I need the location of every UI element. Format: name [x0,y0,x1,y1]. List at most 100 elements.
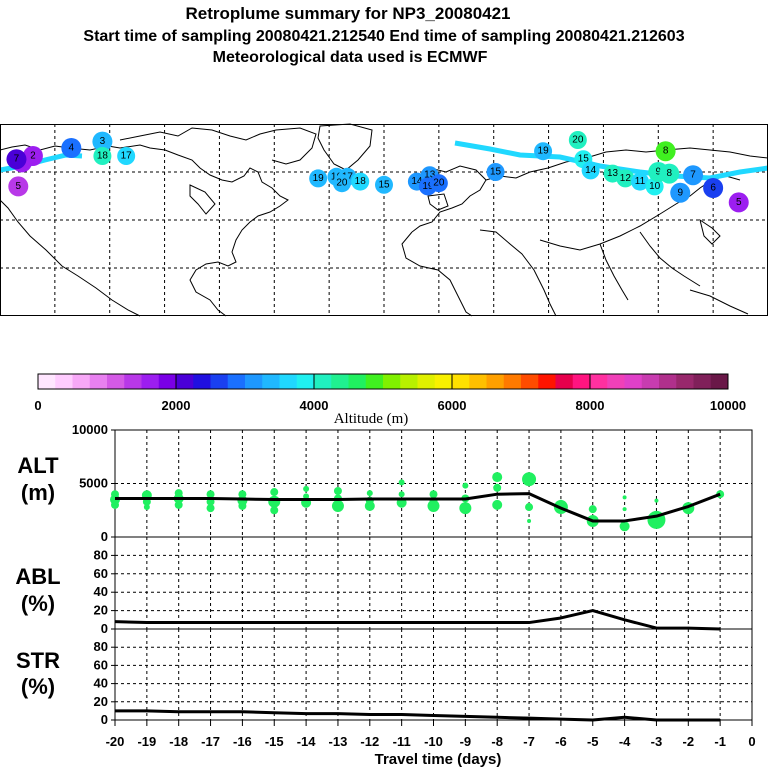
x-tick-label: -17 [201,734,220,749]
colorbar-cell [124,374,142,389]
map-marker-circle [375,175,393,194]
map-marker-label: 9 [656,167,662,178]
alt-data-point [493,483,502,492]
map-marker-label: 8 [663,146,669,157]
x-tick-label: -14 [297,734,317,749]
colorbar-cell [417,374,436,389]
x-tick-label: -19 [137,734,156,749]
map-marker-circle [93,147,112,165]
map-marker-label: 13 [607,168,619,179]
colorbar-cell [624,374,643,389]
colorbar-cell [279,374,298,389]
map-marker-circle [581,161,600,180]
map-marker-circle [486,163,505,181]
map-marker-circle [670,182,691,203]
colorbar-cell [72,374,91,389]
panel-ytick-label: 0 [101,529,108,544]
map-marker-circle [703,178,724,198]
title-line-1: Retroplume summary for NP3_20080421 [185,4,510,23]
colorbar-tick-label: 10000 [710,398,746,413]
map-marker-label: 20 [572,135,584,146]
map-marker-label: 18 [97,151,109,162]
colorbar-cells [38,374,729,389]
map-marker-label: 4 [69,143,75,154]
map-marker-label: 19 [538,146,550,157]
colorbar-axis-label: Altitude (m) [334,411,409,427]
panel-ytick-label: 60 [94,657,108,672]
alt-data-point [622,507,627,512]
colorbar-cell [452,374,470,389]
panel-ytick-label: 20 [94,603,108,618]
colorbar-frame [37,373,729,390]
colorbar-cell [262,374,280,389]
map-marker-label: 5 [16,181,22,192]
alt-data-point [270,506,279,515]
panel-abl: 0 20 40 60 80 ABL(%) [15,536,753,636]
x-axis-label: Travel time (days) [375,751,502,768]
panel-ytick-label: 20 [94,694,108,709]
map-marker-label: 5 [736,197,742,208]
map-marker-circle [117,147,136,165]
alt-data-point [525,503,534,512]
alt-data-point [206,504,215,513]
x-tick-label: -3 [651,734,663,749]
alt-data-point [206,490,215,499]
x-tick-label: -9 [460,734,472,749]
map-marker-label: 14 [411,176,423,187]
title-line-3: Meteorological data used is ECMWF [213,49,488,66]
x-tick-label: -18 [169,734,188,749]
map-marker-label: 14 [585,165,597,176]
colorbar-cell [193,374,211,389]
colorbar-cell [607,374,625,389]
map-marker-circle [728,192,749,213]
panel-ytick-label: 0 [101,621,108,636]
alt-data-point [364,500,375,511]
alt-data-point [331,499,344,512]
map-marker-circle [61,138,82,158]
colorbar-cell [469,374,487,389]
alt-data-point [429,490,438,499]
x-tick-label: -16 [233,734,252,749]
panel-ytick-label: 80 [94,639,108,654]
map-marker-label: 12 [620,173,632,184]
x-tick-label: 0 [748,734,755,749]
alt-data-point [527,518,532,523]
alt-data-point [268,495,281,508]
alt-data-point [366,490,373,497]
map-marker-label: 20 [336,178,348,189]
colorbar-tick-label: 0 [34,398,41,413]
map-marker-circle [659,163,680,184]
colorbar-cell [227,374,246,389]
alt-data-point [143,504,150,511]
panel-label-name: ABL [15,564,60,589]
alt-data-point [427,499,440,512]
colorbar-cell [503,374,522,389]
colorbar-cell [434,374,453,389]
panel-ytick-label: 60 [94,566,108,581]
panel-label-unit: (%) [21,591,55,616]
x-tick-label: -2 [683,734,695,749]
colorbar-cell [314,374,332,389]
colorbar-cell [555,374,574,389]
x-tick-label: -20 [106,734,125,749]
alt-data-point [522,472,537,487]
x-tick-label: -13 [329,734,348,749]
map-marker-label: 13 [424,170,436,181]
panel-str: 0 20 40 60 80 STR(%) [16,628,753,727]
map-marker-circle [429,174,448,193]
x-tick-label: -1 [714,734,726,749]
map-marker-circle [534,142,553,161]
map-marker-label: 10 [649,181,661,192]
panel-label-unit: (m) [21,480,55,505]
colorbar-cell [538,374,556,389]
map-marker-label: 8 [666,168,672,179]
colorbar-cell [158,374,177,389]
x-tick-label: -7 [523,734,535,749]
map-grid [0,124,768,316]
map-marker-circle [631,172,649,191]
colorbar-cell [676,374,694,389]
time-series-panels: 0500010000ALT(m)020406080ABL(%)020406080… [15,422,753,727]
map-marker-label: 17 [121,151,133,162]
map-marker-circle [683,165,704,186]
